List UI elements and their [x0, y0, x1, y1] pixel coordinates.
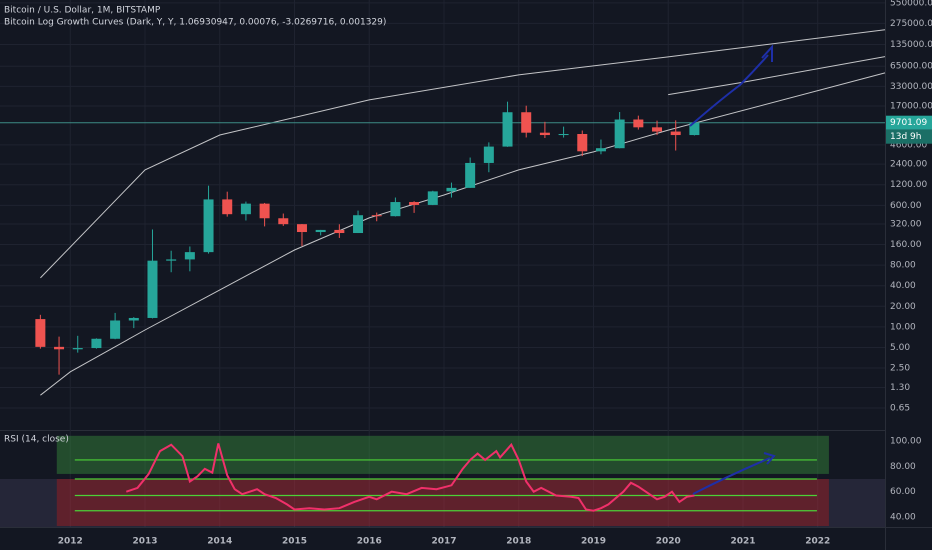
countdown-tag	[886, 129, 932, 144]
y-tick-label: 17000.00	[890, 102, 932, 112]
y-tick-label: 275000.00	[890, 19, 932, 29]
candle-body	[633, 119, 644, 128]
x-tick-label: 2016	[357, 537, 382, 547]
candle-body	[427, 191, 438, 205]
x-tick-label: 2022	[805, 537, 830, 547]
candle-body	[595, 148, 606, 152]
candle-body	[558, 133, 569, 136]
countdown-label: 13d 9h	[890, 132, 921, 142]
candle-body	[166, 259, 177, 261]
candle-body	[278, 218, 289, 225]
candle-body	[72, 348, 83, 350]
x-tick-label: 2021	[730, 537, 755, 547]
candle-body	[240, 203, 251, 215]
y-tick-label: 33000.00	[890, 82, 932, 92]
rsi-tick-label: 60.00	[890, 487, 916, 497]
candle-body	[315, 229, 326, 233]
candle-body	[614, 119, 625, 149]
y-tick-label: 80.00	[890, 261, 916, 271]
candle-body	[670, 131, 681, 136]
rsi-tick-label: 40.00	[890, 513, 916, 523]
last-price-label: 9701.09	[890, 118, 927, 128]
x-tick-label: 2018	[506, 537, 531, 547]
candle-body	[203, 199, 214, 253]
candle-body	[91, 338, 102, 349]
projection-arrowhead	[761, 44, 773, 62]
y-tick-label: 0.65	[890, 404, 910, 414]
rsi-zone	[56, 435, 829, 474]
candle-body	[409, 202, 420, 205]
rsi-pane	[0, 435, 885, 527]
axes: 2012 2013 2014 2015 2016 2017 2018 2019 2020 2021…	[58, 0, 932, 547]
candle-body	[577, 133, 588, 152]
y-tick-label: 1200.00	[890, 180, 927, 190]
y-tick-label: 65000.00	[890, 62, 932, 72]
y-tick-label: 2400.00	[890, 160, 927, 170]
y-tick-label: 4600.00	[890, 140, 927, 150]
y-tick-label: 20.00	[890, 302, 916, 312]
x-tick-label: 2014	[207, 537, 232, 547]
candle-body	[35, 319, 46, 347]
candle-body	[539, 132, 550, 136]
candle-body	[652, 127, 663, 132]
candle-body	[390, 202, 401, 217]
candle-body	[689, 122, 700, 136]
projection-arrow	[689, 54, 769, 127]
candle-body	[54, 346, 65, 350]
y-tick-label: 135000.00	[890, 40, 932, 50]
rsi-tick-label: 80.00	[890, 462, 916, 472]
y-tick-label: 320.00	[890, 219, 922, 229]
rsi-line	[125, 442, 695, 512]
x-tick-label: 2015	[282, 537, 307, 547]
candle-body	[184, 252, 195, 260]
x-tick-label: 2020	[656, 537, 681, 547]
candle-body	[502, 112, 513, 147]
indicator-title: Bitcoin Log Growth Curves (Dark, Y, Y, 1…	[4, 18, 386, 28]
candle-body	[353, 215, 364, 234]
candle-body	[521, 112, 532, 133]
rsi-zone	[56, 478, 829, 526]
rsi-projection-arrowhead	[763, 452, 776, 465]
rsi-projection-arrow	[692, 457, 771, 495]
rsi-tick-label: 100.00	[890, 436, 922, 446]
y-tick-label: 2.50	[890, 364, 910, 374]
y-tick-label: 600.00	[890, 201, 922, 211]
y-tick-label: 1.30	[890, 383, 910, 393]
candle-body	[259, 203, 270, 219]
candle-body	[465, 162, 476, 188]
x-tick-label: 2013	[132, 537, 157, 547]
main-pane	[0, 29, 886, 396]
candle-body	[483, 146, 494, 163]
candle-body	[110, 320, 121, 339]
y-tick-label: 10.00	[890, 322, 916, 332]
x-tick-label: 2019	[581, 537, 606, 547]
candle-body	[296, 224, 307, 233]
y-tick-label: 5.00	[890, 343, 910, 353]
rsi-title: RSI (14, close)	[4, 435, 69, 445]
y-tick-label: 160.00	[890, 240, 922, 250]
growth-curve	[40, 29, 886, 279]
candle-body	[222, 199, 233, 215]
chart-title: Bitcoin / U.S. Dollar, 1M, BITSTAMP	[4, 6, 161, 16]
candle-body	[334, 229, 345, 234]
candle-body	[446, 187, 457, 192]
candle-body	[371, 215, 382, 217]
x-tick-label: 2017	[431, 537, 456, 547]
y-tick-label: 550000.00	[890, 0, 932, 8]
candle-body	[128, 317, 139, 321]
y-tick-label: 40.00	[890, 281, 916, 291]
last-price-tag	[886, 115, 932, 130]
x-tick-label: 2012	[58, 537, 83, 547]
candle-body	[147, 260, 158, 318]
